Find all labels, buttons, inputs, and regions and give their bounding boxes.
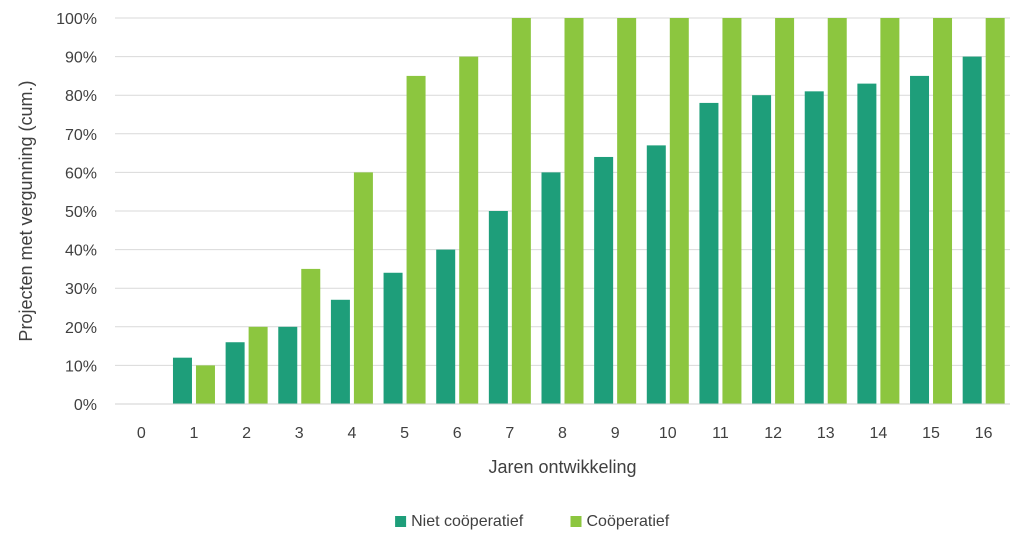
bar-niet-cooperatief bbox=[278, 326, 298, 404]
x-tick-label: 16 bbox=[975, 425, 993, 442]
y-tick-label: 50% bbox=[65, 204, 97, 221]
bar-cooperatief bbox=[564, 18, 584, 404]
x-tick-label: 6 bbox=[453, 425, 462, 442]
legend: Niet coöperatief Coöperatief bbox=[395, 513, 670, 530]
x-tick-label: 10 bbox=[659, 425, 677, 442]
bar-niet-cooperatief bbox=[172, 357, 192, 404]
legend-swatch bbox=[570, 516, 582, 527]
bar-cooperatief bbox=[669, 18, 689, 404]
y-tick-label: 70% bbox=[65, 127, 97, 144]
y-tick-label: 20% bbox=[65, 320, 97, 337]
bar-niet-cooperatief bbox=[225, 342, 245, 404]
bar-niet-cooperatief bbox=[962, 56, 982, 404]
bar-niet-cooperatief bbox=[541, 172, 561, 404]
legend-label: Coöperatief bbox=[587, 513, 670, 530]
x-tick-label: 0 bbox=[137, 425, 146, 442]
bar-cooperatief bbox=[406, 75, 426, 405]
bar-niet-cooperatief bbox=[646, 145, 666, 404]
y-axis-ticks: 0% 10% 20% 30% 40% 50% 60% 70% 80% 90% 100% bbox=[56, 11, 97, 414]
bar-niet-cooperatief bbox=[804, 91, 824, 404]
x-axis-title: Jaren ontwikkeling bbox=[488, 457, 636, 477]
x-tick-label: 11 bbox=[712, 425, 729, 442]
bar-niet-cooperatief bbox=[752, 95, 772, 404]
legend-swatch bbox=[395, 516, 407, 527]
bar-cooperatief bbox=[195, 365, 215, 404]
y-tick-label: 0% bbox=[74, 397, 97, 414]
x-tick-label: 15 bbox=[922, 425, 940, 442]
x-tick-label: 4 bbox=[347, 425, 356, 442]
bar-niet-cooperatief bbox=[488, 211, 508, 404]
y-tick-label: 40% bbox=[65, 243, 97, 260]
x-axis-ticks: 0 1 2 3 4 5 6 7 8 9 10 11 12 13 14 15 16 bbox=[137, 425, 993, 442]
x-tick-label: 5 bbox=[400, 425, 409, 442]
bar-niet-cooperatief bbox=[594, 156, 614, 404]
y-tick-label: 90% bbox=[65, 50, 97, 67]
bar-cooperatief bbox=[301, 268, 321, 404]
x-tick-label: 13 bbox=[817, 425, 835, 442]
bar-cooperatief bbox=[775, 18, 795, 404]
bar-cooperatief bbox=[617, 18, 637, 404]
bar-cooperatief bbox=[248, 326, 268, 404]
bar-cooperatief bbox=[880, 18, 900, 404]
bar-niet-cooperatief bbox=[699, 102, 719, 405]
x-tick-label: 1 bbox=[190, 425, 199, 442]
x-tick-label: 12 bbox=[764, 425, 782, 442]
x-tick-label: 3 bbox=[295, 425, 304, 442]
y-tick-label: 80% bbox=[65, 88, 97, 105]
bar-cooperatief bbox=[511, 18, 531, 404]
bar-niet-cooperatief bbox=[857, 83, 877, 405]
bar-cooperatief bbox=[827, 18, 847, 404]
y-tick-label: 30% bbox=[65, 281, 97, 298]
y-tick-label: 10% bbox=[65, 358, 97, 375]
bar-cooperatief bbox=[722, 18, 742, 404]
bar-cooperatief bbox=[353, 172, 373, 404]
x-tick-label: 2 bbox=[242, 425, 251, 442]
x-tick-label: 14 bbox=[869, 425, 887, 442]
bar-cooperatief bbox=[459, 56, 479, 404]
bar-niet-cooperatief bbox=[383, 272, 403, 404]
bar-niet-cooperatief bbox=[910, 75, 930, 405]
bars bbox=[172, 18, 1005, 405]
bar-niet-cooperatief bbox=[436, 249, 456, 404]
y-tick-label: 60% bbox=[65, 165, 97, 182]
x-tick-label: 8 bbox=[558, 425, 567, 442]
x-tick-label: 7 bbox=[505, 425, 514, 442]
x-tick-label: 9 bbox=[611, 425, 620, 442]
y-tick-label: 100% bbox=[56, 11, 97, 28]
bar-cooperatief bbox=[933, 18, 953, 404]
y-axis-title: Projecten met vergunning (cum.) bbox=[16, 80, 36, 341]
bar-cooperatief bbox=[985, 18, 1005, 404]
legend-label: Niet coöperatief bbox=[411, 513, 524, 530]
bar-niet-cooperatief bbox=[330, 299, 350, 404]
